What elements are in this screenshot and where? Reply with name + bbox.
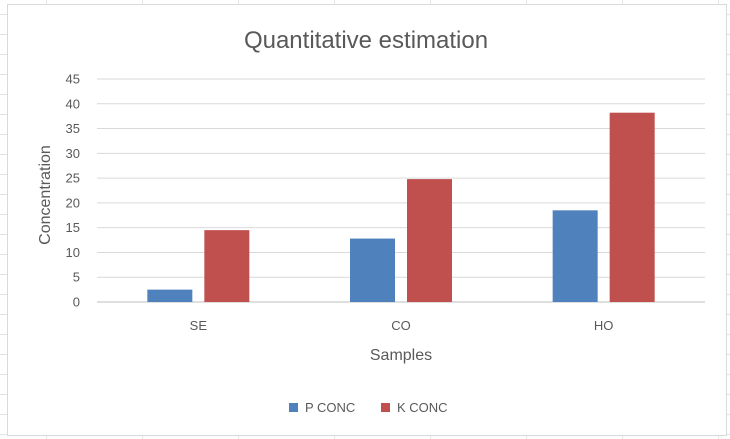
y-axis-ticks: 0 5 10 15 20 25 30 35 40 45: [66, 72, 80, 310]
chart-title: Quantitative estimation: [244, 27, 488, 54]
legend: P CONC K CONC: [289, 400, 448, 415]
x-axis-ticks: SE CO HO: [190, 318, 614, 333]
bar-k-conc-ho: [609, 112, 655, 302]
y-tick-label: 20: [66, 195, 80, 210]
legend-swatch-p-conc: [289, 403, 298, 412]
legend-label-p-conc: P CONC: [305, 400, 355, 415]
y-tick-label: 25: [66, 171, 80, 186]
legend-swatch-k-conc: [381, 403, 390, 412]
bar-p-conc-co: [350, 238, 395, 302]
y-tick-label: 30: [66, 146, 80, 161]
y-tick-label: 45: [66, 72, 80, 87]
bar-k-conc-co: [407, 179, 452, 302]
y-tick-label: 5: [73, 270, 80, 285]
y-tick-label: 15: [66, 220, 80, 235]
y-tick-label: 10: [66, 245, 80, 260]
x-axis-label: Samples: [370, 347, 432, 364]
bar-p-conc-ho: [552, 210, 598, 302]
bar-k-conc-se: [204, 230, 250, 302]
y-tick-label: 35: [66, 121, 80, 136]
x-tick-label: CO: [391, 318, 411, 333]
bar-p-conc-se: [147, 289, 193, 302]
bar-chart: Quantitative estimation 0 5 10 15 20 25 30 35 40…: [37, 27, 705, 415]
y-tick-label: 0: [73, 295, 80, 310]
x-tick-label: SE: [190, 318, 208, 333]
x-tick-label: HO: [594, 318, 614, 333]
gridlines: [97, 78, 705, 303]
bars: [147, 112, 655, 302]
y-axis-label: Concentration: [37, 145, 54, 245]
legend-label-k-conc: K CONC: [397, 400, 448, 415]
y-tick-label: 40: [66, 96, 80, 111]
chart-area[interactable]: Quantitative estimation 0 5 10 15 20 25 30 35 40…: [7, 4, 727, 436]
